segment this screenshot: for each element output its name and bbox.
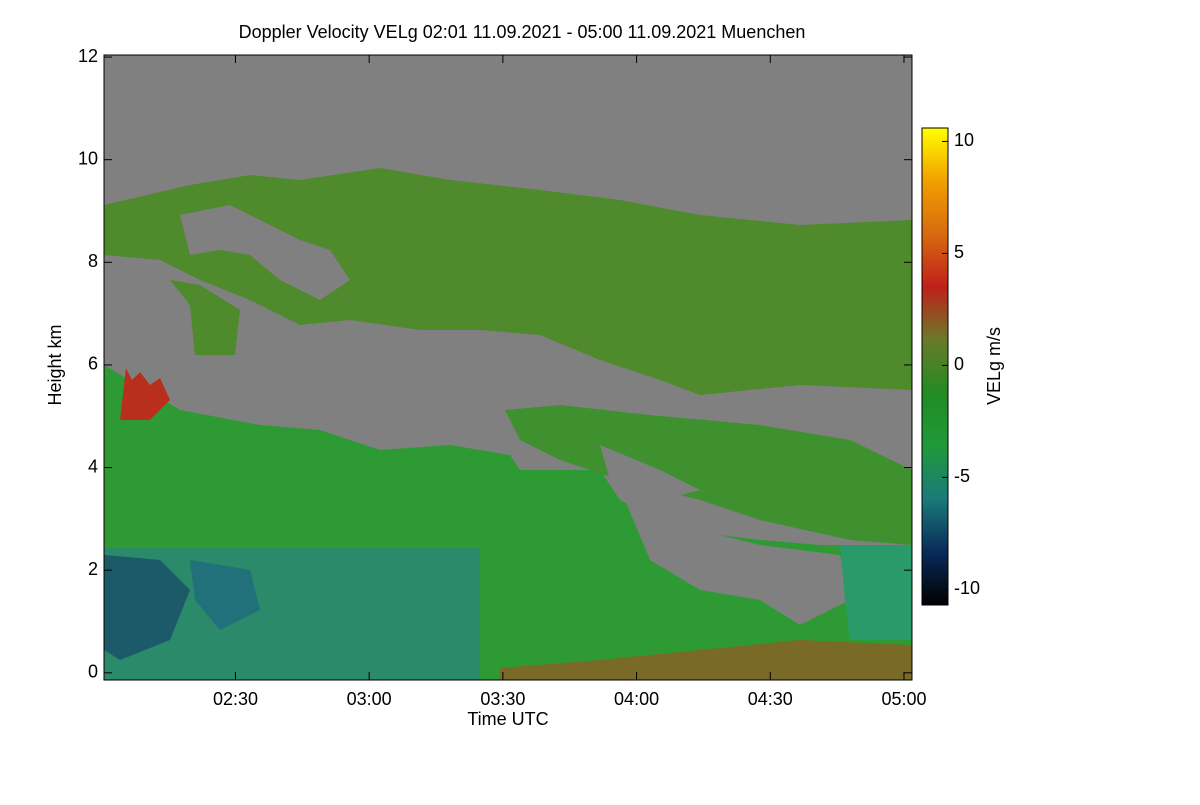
colorbar <box>921 127 949 606</box>
plot-frame <box>103 54 913 681</box>
x-tick-label: 03:00 <box>347 689 392 709</box>
y-tick-label: 8 <box>88 251 98 271</box>
colorbar-label: VELg m/s <box>984 327 1004 405</box>
y-tick-label: 4 <box>88 456 98 476</box>
y-tick-label: 10 <box>78 148 98 168</box>
y-tick-label: 0 <box>88 662 98 682</box>
chart-title: Doppler Velocity VELg 02:01 11.09.2021 -… <box>239 22 806 42</box>
colorbar-tick-label: 5 <box>954 242 964 262</box>
x-tick-label: 02:30 <box>213 689 258 709</box>
y-tick-label: 12 <box>78 46 98 66</box>
velocity-field <box>104 55 912 680</box>
colorbar-tick-label: -5 <box>954 466 970 486</box>
y-axis-label: Height km <box>45 324 65 405</box>
colorbar-tick-label: 10 <box>954 130 974 150</box>
colorbar-tick-label: 0 <box>954 354 964 374</box>
x-tick-label: 04:30 <box>748 689 793 709</box>
y-tick-label: 2 <box>88 559 98 579</box>
x-tick-label: 03:30 <box>480 689 525 709</box>
x-tick-label: 05:00 <box>881 689 926 709</box>
x-tick-label: 04:00 <box>614 689 659 709</box>
colorbar-tick-label: -10 <box>954 578 980 598</box>
y-tick-label: 6 <box>88 354 98 374</box>
x-axis-label: Time UTC <box>467 709 548 729</box>
